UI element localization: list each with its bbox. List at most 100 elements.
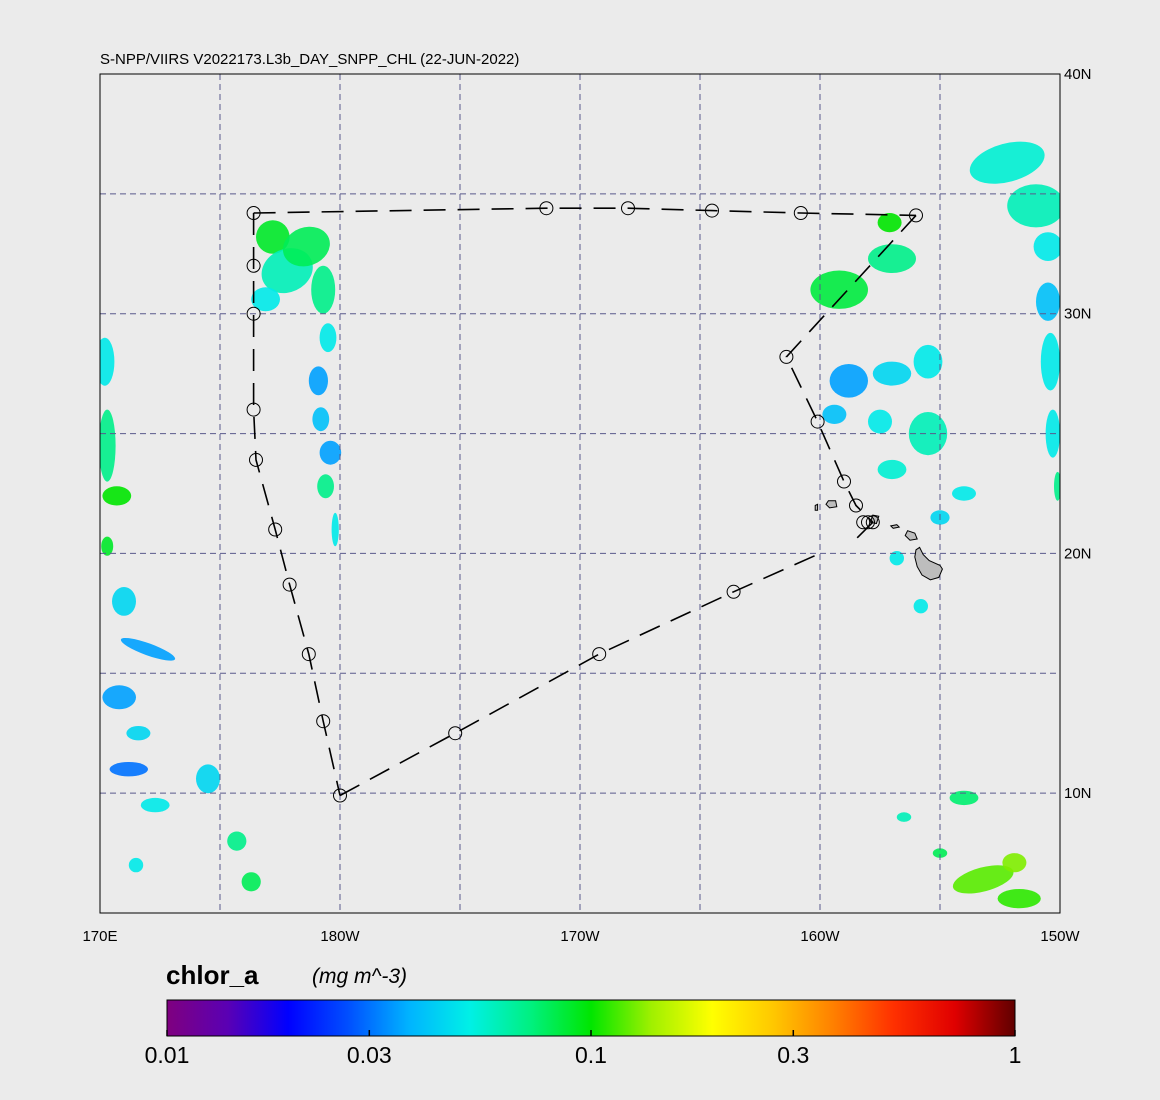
chlorophyll-patch bbox=[952, 486, 976, 501]
track-segment bbox=[339, 552, 821, 797]
station-marker bbox=[705, 203, 719, 218]
station-marker bbox=[333, 788, 347, 803]
latitude-labels: 40N 30N 20N 10N bbox=[1064, 66, 1092, 802]
chlorophyll-patch bbox=[997, 889, 1041, 909]
colorbar-tick-label: 0.1 bbox=[575, 1042, 607, 1068]
chlorophyll-patch bbox=[255, 220, 290, 254]
colorbar-tick-label: 1 bbox=[1009, 1042, 1022, 1068]
station-marker bbox=[539, 201, 554, 216]
station-marker bbox=[268, 522, 283, 537]
latitude-tick-label: 10N bbox=[1064, 785, 1092, 802]
latitude-tick-label: 30N bbox=[1064, 306, 1092, 323]
chlorophyll-patch bbox=[952, 865, 1014, 894]
chlorophyll-patch bbox=[102, 685, 136, 710]
longitude-tick-label: 170E bbox=[82, 928, 117, 945]
chlorophyll-data-layer bbox=[100, 141, 1060, 909]
station-marker bbox=[448, 726, 463, 741]
chlorophyll-patch bbox=[140, 797, 170, 813]
chlorophyll-patch bbox=[822, 404, 847, 424]
island bbox=[889, 524, 901, 529]
station-marker bbox=[849, 498, 863, 513]
colorbar-variable-label: chlor_a bbox=[166, 960, 259, 990]
colorbar-tick-label: 0.01 bbox=[145, 1042, 190, 1068]
island bbox=[825, 500, 838, 509]
chlorophyll-patch bbox=[196, 764, 220, 794]
chlorophyll-patch bbox=[308, 366, 328, 396]
colorbar-tick-label: 0.3 bbox=[777, 1042, 809, 1068]
station-marker bbox=[592, 647, 607, 662]
chlorophyll-patch bbox=[896, 812, 912, 822]
map-title: S-NPP/VIIRS V2022173.L3b_DAY_SNPP_CHL (2… bbox=[100, 51, 519, 68]
station-marker bbox=[865, 515, 880, 530]
chlorophyll-patch bbox=[969, 141, 1045, 184]
chlorophyll-patch bbox=[126, 726, 151, 741]
island bbox=[814, 503, 819, 511]
cruise-track bbox=[246, 201, 923, 803]
chlorophyll-patch bbox=[1054, 471, 1060, 501]
station-marker bbox=[837, 474, 851, 489]
longitude-tick-label: 150W bbox=[1040, 928, 1080, 945]
colorbar-tick-label: 0.03 bbox=[347, 1042, 392, 1068]
chlorophyll-patch bbox=[100, 409, 116, 482]
station-marker bbox=[282, 577, 297, 592]
chlorophyll-patch bbox=[227, 831, 247, 851]
track-segment bbox=[253, 207, 917, 217]
colorbar: chlor_a (mg m^-3) 0.01 0.03 0.1 0.3 1 bbox=[145, 960, 1022, 1068]
chlorophyll-patch bbox=[1036, 282, 1060, 321]
map-area bbox=[99, 73, 1061, 914]
chlorophyll-patch bbox=[908, 412, 948, 456]
station-marker bbox=[246, 306, 261, 321]
chlorophyll-patch bbox=[331, 512, 339, 547]
longitude-tick-label: 180W bbox=[320, 928, 360, 945]
chlorophyll-patch bbox=[913, 599, 928, 614]
chlorophyll-patch bbox=[872, 361, 912, 386]
chlorophyll-patch bbox=[877, 213, 902, 233]
chlorophyll-patch bbox=[282, 226, 330, 267]
chlorophyll-patch bbox=[319, 440, 342, 465]
island bbox=[914, 546, 943, 581]
chlorophyll-patch bbox=[100, 337, 115, 386]
station-marker bbox=[856, 515, 871, 530]
chlorophyll-patch bbox=[311, 265, 336, 314]
chlorophyll-patch bbox=[913, 344, 943, 379]
chlorophyll-patch bbox=[949, 790, 979, 806]
chlorophyll-patch bbox=[241, 872, 261, 892]
chlorophyll-patch bbox=[868, 244, 916, 273]
chlorophyll-patch bbox=[1002, 853, 1027, 873]
chlorophyll-patch bbox=[889, 551, 904, 566]
station-marker bbox=[810, 414, 825, 429]
track-segment bbox=[853, 521, 874, 542]
chlorophyll-patch bbox=[319, 323, 337, 353]
station-marker bbox=[249, 452, 263, 467]
island bbox=[904, 530, 918, 541]
colorbar-ticks: 0.01 0.03 0.1 0.3 1 bbox=[145, 1030, 1022, 1068]
chlorophyll-patch bbox=[251, 287, 280, 312]
chlorophyll-patch bbox=[312, 407, 330, 432]
station-marker bbox=[316, 714, 331, 729]
chlorophyll-patch bbox=[868, 409, 892, 434]
station-marker bbox=[779, 349, 794, 364]
track-segment bbox=[785, 214, 917, 523]
station-marker bbox=[861, 515, 875, 530]
chlorophyll-patch bbox=[128, 857, 144, 873]
station-marker bbox=[621, 201, 635, 216]
latitude-tick-label: 20N bbox=[1064, 545, 1092, 562]
longitude-tick-label: 170W bbox=[560, 928, 600, 945]
chlorophyll-patch bbox=[120, 637, 176, 661]
station-marker bbox=[793, 206, 808, 220]
longitude-labels: 170E 180W 170W 160W 150W bbox=[82, 928, 1080, 945]
chlorophyll-patch bbox=[810, 270, 868, 309]
chlorophyll-patch bbox=[932, 848, 948, 858]
latitude-tick-label: 40N bbox=[1064, 66, 1092, 83]
chlorophyll-patch bbox=[829, 364, 868, 398]
map-frame bbox=[99, 73, 1061, 914]
chlorophyll-patch bbox=[101, 536, 114, 556]
chlorophyll-patch bbox=[1033, 232, 1060, 261]
chlorophyll-patch bbox=[877, 459, 907, 480]
longitude-tick-label: 160W bbox=[800, 928, 840, 945]
chlorophyll-patch bbox=[112, 587, 136, 616]
track-segment bbox=[252, 213, 341, 796]
station-marker bbox=[246, 258, 261, 273]
chlorophyll-patch bbox=[102, 486, 132, 506]
